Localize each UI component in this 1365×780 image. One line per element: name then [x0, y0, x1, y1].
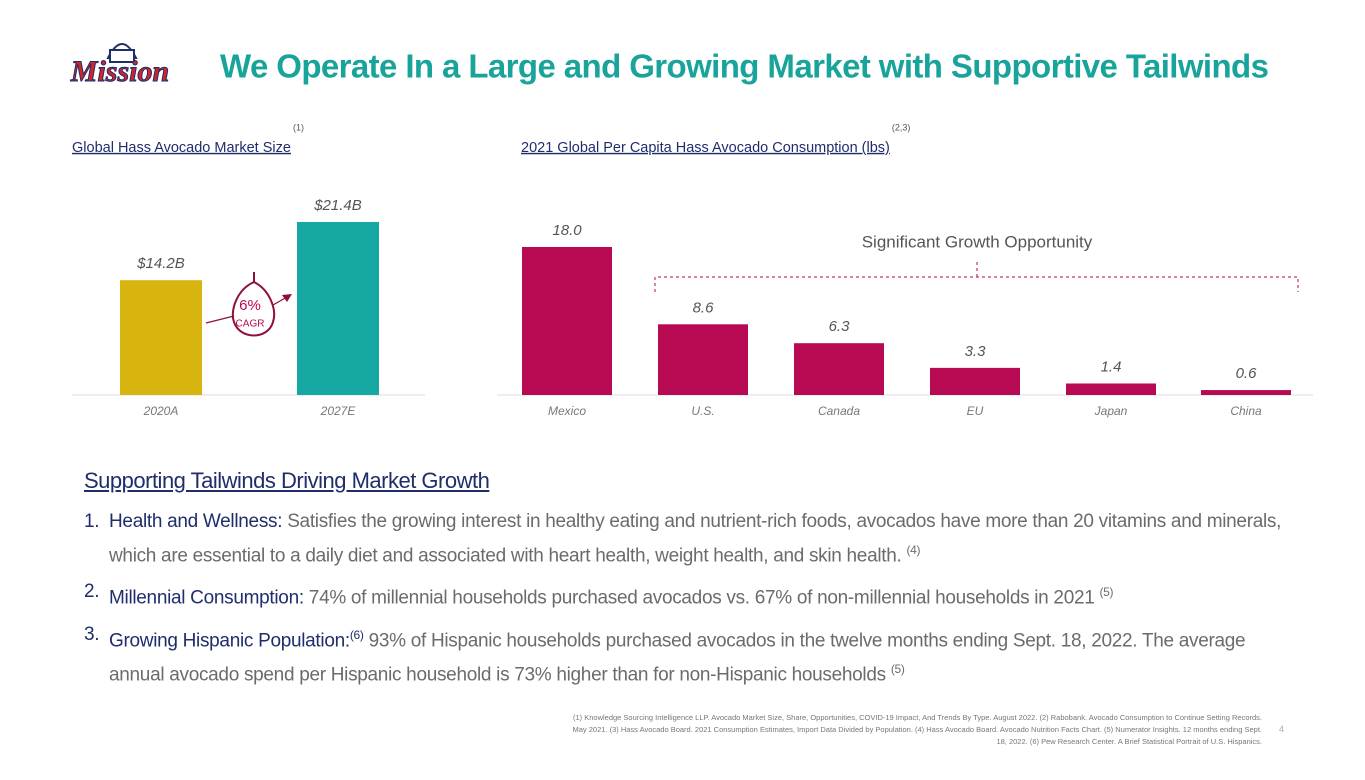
- item-label: Millennial Consumption:: [109, 587, 304, 609]
- item-number: 2.: [84, 581, 100, 603]
- item-text: 93% of Hispanic households purchased avo…: [109, 629, 1246, 686]
- x-tick-label: Mexico: [548, 404, 586, 418]
- x-tick-label: 2020A: [143, 404, 179, 418]
- tailwind-item: 1. Health and Wellness: Satisfies the gro…: [84, 508, 1284, 570]
- value-label: $21.4B: [313, 197, 362, 214]
- footnote: (1) Knowledge Sourcing Intelligence LLP.…: [572, 713, 1262, 746]
- chart-title: Global Hass Avocado Market Size: [72, 140, 291, 156]
- bar: [1201, 390, 1291, 395]
- chart-title-note: (2,3): [892, 122, 911, 132]
- bar: [658, 324, 748, 395]
- item-body: Growing Hispanic Population:(6) 93% of H…: [109, 621, 1284, 690]
- item-body: Health and Wellness: Satisfies the growi…: [109, 508, 1284, 570]
- value-label: 18.0: [552, 222, 582, 239]
- bar: [1066, 383, 1156, 395]
- bar: [297, 222, 379, 395]
- item-label: Health and Wellness:: [109, 511, 283, 532]
- cagr-value: 6%: [239, 297, 261, 314]
- value-label: 0.6: [1236, 365, 1258, 382]
- tailwind-item: 2. Millennial Consumption: 74% of millenn…: [84, 578, 1284, 612]
- tailwinds-heading: Supporting Tailwinds Driving Market Grow…: [84, 468, 490, 493]
- page-number: 4: [1279, 724, 1285, 734]
- item-number: 3.: [84, 623, 100, 645]
- tailwind-item: 3. Growing Hispanic Population:(6) 93% of…: [84, 621, 1284, 690]
- bar: [522, 247, 612, 395]
- item-note: (5): [1099, 585, 1114, 600]
- item-note: (4): [906, 543, 921, 557]
- item-label: Growing Hispanic Population:: [109, 629, 350, 651]
- bar: [120, 280, 202, 395]
- cagr-line-in: [205, 315, 235, 324]
- logo: Mission: [69, 43, 170, 88]
- logo-text: Mission: [70, 55, 169, 88]
- x-tick-label: China: [1230, 404, 1262, 418]
- chart-title-note: (1): [293, 122, 304, 132]
- x-tick-label: Japan: [1094, 404, 1128, 418]
- x-tick-label: U.S.: [691, 404, 714, 418]
- x-tick-label: 2027E: [320, 404, 357, 418]
- cagr-label: CAGR: [236, 319, 265, 330]
- cagr-shape: [231, 280, 275, 337]
- bar: [930, 367, 1020, 395]
- item-number: 1.: [84, 511, 100, 532]
- tailwinds: Supporting Tailwinds Driving Market Grow…: [84, 468, 1284, 697]
- item-label-note: (6): [349, 627, 364, 642]
- value-label: 3.3: [965, 343, 987, 360]
- slide-title: We Operate In a Large and Growing Market…: [220, 48, 1268, 85]
- chart-title: 2021 Global Per Capita Hass Avocado Cons…: [521, 140, 890, 156]
- x-tick-label: Canada: [818, 404, 860, 418]
- tailwinds-list: 1. Health and Wellness: Satisfies the gro…: [84, 508, 1284, 689]
- value-label: 8.6: [693, 299, 715, 316]
- growth-annotation: Significant Growth Opportunity: [862, 232, 1093, 251]
- item-body: Millennial Consumption: 74% of millennia…: [109, 578, 1114, 612]
- value-label: $14.2B: [136, 255, 185, 272]
- value-label: 6.3: [829, 318, 851, 335]
- bar: [794, 343, 884, 395]
- item-note: (5): [890, 661, 905, 676]
- item-text: Satisfies the growing interest in health…: [109, 511, 1282, 567]
- charts-area: Mission We Operate In a Large and Growin…: [69, 43, 1313, 418]
- cagr-arrow: [282, 294, 292, 302]
- value-label: 1.4: [1101, 358, 1122, 375]
- item-text: 74% of millennial households purchased a…: [308, 587, 1095, 609]
- growth-bracket: [654, 276, 1299, 292]
- x-tick-label: EU: [967, 404, 984, 418]
